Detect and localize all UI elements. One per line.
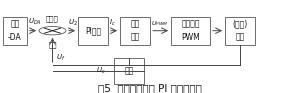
Text: $U_c$: $U_c$ xyxy=(96,66,106,76)
Text: 变换: 变换 xyxy=(130,20,140,29)
Text: 电源: 电源 xyxy=(124,66,134,75)
Circle shape xyxy=(39,27,66,35)
Text: 比较器: 比较器 xyxy=(46,15,59,22)
Text: PWM: PWM xyxy=(181,33,200,42)
FancyBboxPatch shape xyxy=(78,17,108,45)
Text: 线性: 线性 xyxy=(130,33,140,42)
Text: $U_2$: $U_2$ xyxy=(68,18,77,28)
Text: 负载: 负载 xyxy=(236,33,244,42)
Text: -DA: -DA xyxy=(8,33,22,42)
Text: 误差: 误差 xyxy=(48,41,57,48)
Text: PI环节: PI环节 xyxy=(85,26,101,35)
FancyBboxPatch shape xyxy=(225,17,255,45)
FancyBboxPatch shape xyxy=(114,58,144,84)
Text: (线圈): (线圈) xyxy=(232,20,247,29)
Text: $U_f$: $U_f$ xyxy=(56,53,65,63)
Text: 电流控制: 电流控制 xyxy=(181,20,200,29)
Text: $U_{PWM}$: $U_{PWM}$ xyxy=(151,19,168,28)
FancyBboxPatch shape xyxy=(120,17,150,45)
Text: 输入: 输入 xyxy=(11,20,20,29)
FancyBboxPatch shape xyxy=(3,17,27,45)
Text: $I_c$: $I_c$ xyxy=(109,18,116,28)
FancyBboxPatch shape xyxy=(171,17,210,45)
Text: 图5  电流负反馈型 PI 控制器框图: 图5 电流负反馈型 PI 控制器框图 xyxy=(98,83,202,93)
Text: $U_{DA}$: $U_{DA}$ xyxy=(28,17,42,27)
